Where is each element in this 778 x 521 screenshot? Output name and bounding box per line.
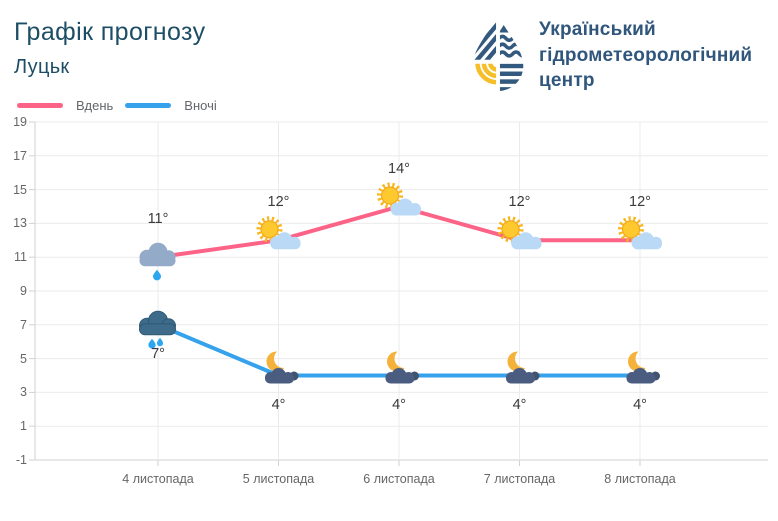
day-line-swatch — [17, 103, 63, 108]
legend-item-day[interactable]: Вдень — [17, 98, 113, 113]
night-line-swatch — [125, 103, 172, 108]
city-name: Луцьк — [14, 56, 70, 78]
page-title: Графік прогнозу — [14, 18, 206, 46]
weather-icon-moon-cloud — [265, 352, 299, 384]
weather-icon-moon-cloud — [506, 352, 540, 384]
chart-legend: Вдень Вночі — [17, 98, 217, 113]
logo-text-line: Український — [539, 19, 656, 40]
hydromet-drop-logo-icon — [472, 11, 524, 92]
logo-text-line: центр — [539, 70, 595, 91]
hydromet-logo: Український гідрометеорологічний центр — [466, 11, 752, 94]
legend-label-day: Вдень — [76, 98, 114, 113]
hydromet-logo-text: Український гідрометеорологічний центр — [539, 11, 752, 94]
legend-item-night[interactable]: Вночі — [125, 98, 217, 113]
logo-text-line: гідрометеорологічний — [539, 44, 753, 66]
weather-icon-moon-cloud — [627, 352, 661, 384]
weather-icon-cloud-rain-night — [139, 310, 176, 350]
legend-label-night: Вночі — [184, 98, 217, 113]
weather-icon-moon-cloud — [386, 352, 420, 384]
weather-icon-cloud-rain-day — [139, 242, 176, 281]
